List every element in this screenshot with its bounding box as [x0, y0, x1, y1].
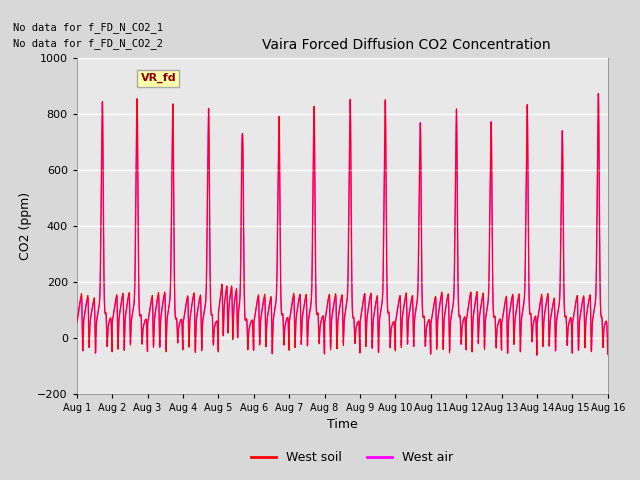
Text: No data for f_FD_N_CO2_1: No data for f_FD_N_CO2_1 [13, 22, 163, 33]
Title: Vaira Forced Diffusion CO2 Concentration: Vaira Forced Diffusion CO2 Concentration [262, 38, 550, 52]
X-axis label: Time: Time [327, 419, 358, 432]
Legend: West soil, West air: West soil, West air [246, 446, 458, 469]
Text: VR_fd: VR_fd [141, 73, 176, 84]
Text: No data for f_FD_N_CO2_2: No data for f_FD_N_CO2_2 [13, 38, 163, 49]
Y-axis label: CO2 (ppm): CO2 (ppm) [19, 192, 32, 260]
